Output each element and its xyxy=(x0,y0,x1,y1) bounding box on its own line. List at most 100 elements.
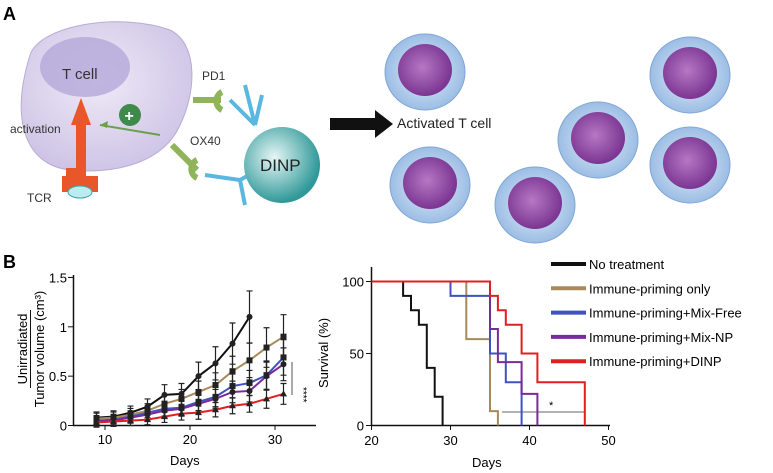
tcr-ligand xyxy=(67,185,93,199)
costimulation-arrowhead xyxy=(100,121,108,128)
y-tick-label: 1 xyxy=(60,320,67,335)
y-tick-label: 0.5 xyxy=(49,369,67,384)
plus-icon xyxy=(119,104,141,126)
data-point xyxy=(229,388,236,395)
data-point xyxy=(195,373,202,380)
cell-nucleus xyxy=(403,157,457,209)
significance-label: **** xyxy=(297,387,308,403)
data-point xyxy=(263,373,270,380)
data-point xyxy=(246,400,253,407)
data-point xyxy=(212,406,219,413)
tcr-label: TCR xyxy=(27,191,52,205)
x-axis-label: Days xyxy=(472,455,502,470)
activated-t-cell xyxy=(557,101,639,179)
x-tick-label: 10 xyxy=(98,432,112,447)
data-point xyxy=(246,387,253,394)
data-point xyxy=(110,418,117,425)
survival-curve-3 xyxy=(371,280,539,426)
t-cell-nucleus xyxy=(40,37,130,97)
x-tick-label: 20 xyxy=(364,433,378,448)
data-point xyxy=(229,368,236,375)
antibodies xyxy=(204,84,264,206)
survival-chart: Days Survival (%) * 20 30 40 50 0 50 100 No tre… xyxy=(316,257,742,470)
significance-label: * xyxy=(549,400,554,412)
data-point xyxy=(280,333,287,340)
y-tick-label: 0 xyxy=(357,419,364,434)
x-axis-label: Days xyxy=(170,453,200,468)
data-point xyxy=(212,382,219,389)
data-point xyxy=(161,413,168,420)
y-axis-label: Tumor volume (cm³) xyxy=(32,291,47,408)
data-point xyxy=(280,390,287,397)
legend-label: No treatment xyxy=(589,257,665,272)
ox40-receptor xyxy=(169,142,200,181)
data-point xyxy=(178,410,185,417)
data-point xyxy=(246,313,253,320)
tcr-receptor xyxy=(62,168,98,192)
legend-label: Immune-priming+DINP xyxy=(589,354,722,369)
t-cell-diagram: T cell activation TCR + PD1 OX40 DINP xyxy=(10,21,320,206)
activation-arrow xyxy=(71,98,91,170)
plus-sign: + xyxy=(125,108,134,125)
y-axis-label: Survival (%) xyxy=(316,318,331,388)
data-point xyxy=(144,416,151,423)
cell-nucleus xyxy=(663,137,717,189)
y-tick-label: 100 xyxy=(342,275,364,290)
series-line-0 xyxy=(96,316,251,419)
y-tick-label: 50 xyxy=(350,347,364,362)
data-point xyxy=(229,402,236,409)
panel-a-label: A xyxy=(3,4,16,24)
y-tick-label: 0 xyxy=(60,419,67,434)
ox40-label: OX40 xyxy=(190,134,221,148)
x-tick-label: 30 xyxy=(443,433,457,448)
costimulation-arrow xyxy=(99,124,161,136)
cell-nucleus xyxy=(571,112,625,164)
data-point xyxy=(263,395,270,402)
t-cell-label: T cell xyxy=(62,66,98,83)
legend-label: Immune-priming+Mix-Free xyxy=(589,306,742,321)
activated-t-cell xyxy=(389,146,471,224)
activated-t-cell xyxy=(649,126,731,204)
x-tick-label: 20 xyxy=(183,432,197,447)
data-point xyxy=(195,409,202,416)
data-point xyxy=(93,419,100,426)
pd1-receptor xyxy=(193,89,224,113)
data-point xyxy=(195,388,202,395)
survival-curve-2 xyxy=(371,280,523,426)
series-line-4 xyxy=(96,392,284,424)
survival-curve-1 xyxy=(371,280,499,426)
cell-nucleus xyxy=(508,177,562,229)
activation-label: activation xyxy=(10,122,61,136)
activated-t-cell-label: Activated T cell xyxy=(397,115,491,131)
legend-label: Immune-priming+Mix-NP xyxy=(589,330,733,345)
cell-nucleus xyxy=(398,44,452,96)
legend-label: Immune-priming only xyxy=(589,281,711,296)
panel-b-label: B xyxy=(3,252,16,272)
activated-t-cell xyxy=(494,166,576,244)
tumor-volume-chart: Days Unirradiated Tumor volume (cm³) ***… xyxy=(15,270,316,468)
pd1-label: PD1 xyxy=(202,69,226,83)
data-point xyxy=(229,340,236,347)
y-axis-label-top: Unirradiated xyxy=(15,314,30,385)
data-point xyxy=(195,400,202,407)
activated-t-cell xyxy=(649,36,731,114)
x-tick-label: 50 xyxy=(601,433,615,448)
data-point xyxy=(263,344,270,351)
dinp-label: DINP xyxy=(260,156,301,175)
activated-cells xyxy=(384,33,731,244)
x-tick-label: 40 xyxy=(522,433,536,448)
survival-curve-0 xyxy=(371,280,444,426)
right-arrow-icon xyxy=(330,110,393,138)
survival-curve-4 xyxy=(371,280,586,426)
data-point xyxy=(280,361,287,368)
cell-nucleus xyxy=(663,47,717,99)
activated-t-cell xyxy=(384,33,466,111)
dinp-particle xyxy=(244,127,320,203)
series-line-2 xyxy=(96,356,285,422)
data-point xyxy=(127,417,134,424)
data-point xyxy=(178,395,185,402)
data-point xyxy=(212,360,219,367)
y-tick-label: 1.5 xyxy=(49,270,67,285)
